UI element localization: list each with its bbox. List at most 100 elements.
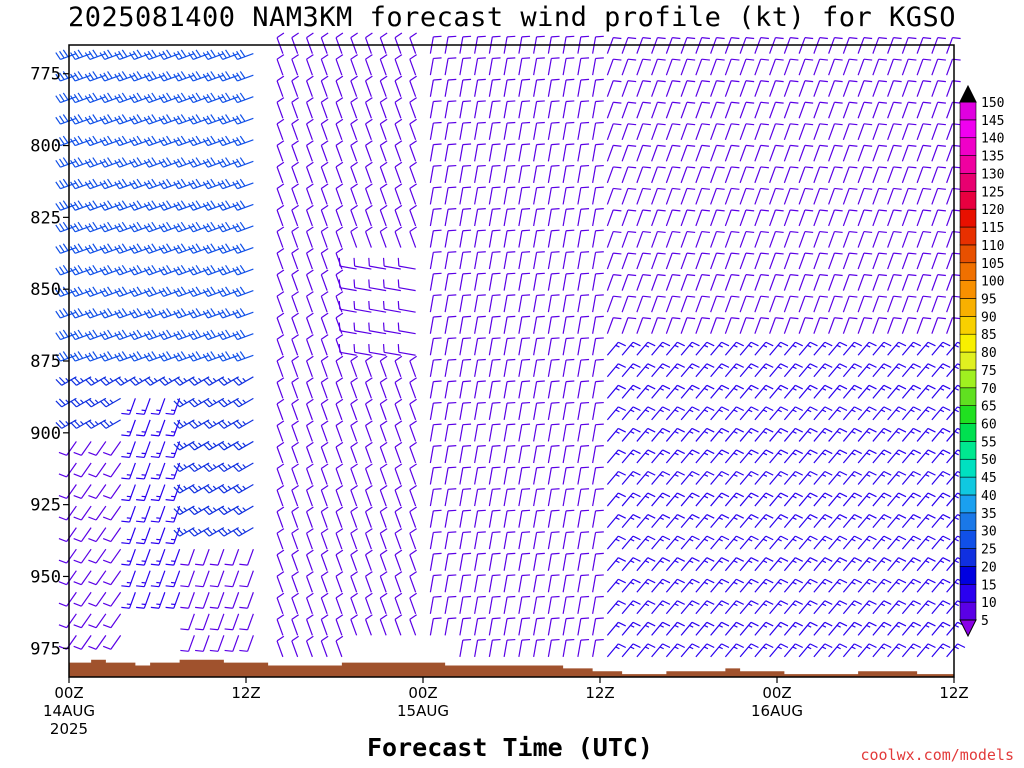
wind-barb <box>305 291 314 313</box>
wind-barb <box>158 157 180 168</box>
wind-barb <box>188 440 210 451</box>
wind-barb <box>592 251 604 270</box>
wind-barb <box>188 527 210 537</box>
wind-barb <box>798 317 814 334</box>
wind-barb <box>291 398 299 421</box>
wind-barb <box>739 144 755 162</box>
wind-barb <box>828 492 848 507</box>
wind-barb <box>621 492 641 507</box>
wind-barb <box>783 578 803 593</box>
wind-barb <box>547 272 560 291</box>
colorbar-segment <box>959 155 977 174</box>
wind-barb <box>382 300 401 313</box>
wind-barb <box>724 317 740 334</box>
wind-barb <box>409 484 417 507</box>
wind-barb <box>518 78 531 97</box>
wind-barb <box>828 187 843 205</box>
colorbar-label: 80 <box>981 346 997 361</box>
wind-barb <box>798 274 814 291</box>
wind-barb <box>857 274 873 291</box>
wind-barb <box>70 243 92 254</box>
wind-barb <box>136 548 151 566</box>
colorbar-segment <box>959 244 977 264</box>
wind-barb <box>320 75 329 97</box>
wind-barb <box>55 243 77 254</box>
colorbar-label: 5 <box>981 614 989 629</box>
wind-barb <box>379 204 388 227</box>
wind-barb <box>783 449 803 464</box>
wind-barb <box>636 317 651 334</box>
wind-barb <box>195 570 210 588</box>
wind-barb <box>188 397 210 408</box>
wind-barb <box>143 135 166 147</box>
wind-barb <box>202 92 225 104</box>
colorbar-label: 65 <box>981 400 997 415</box>
colorbar-label: 130 <box>981 167 1004 182</box>
wind-barb <box>209 548 225 566</box>
wind-barb <box>901 101 917 119</box>
wind-barb <box>305 506 314 528</box>
colorbar-segment <box>959 601 977 621</box>
y-tick-label: 900 <box>30 424 61 444</box>
wind-barb <box>305 549 314 571</box>
colorbar-label: 60 <box>981 418 997 433</box>
wind-barb <box>195 635 210 652</box>
wind-barb <box>592 315 604 334</box>
wind-barb <box>143 178 166 190</box>
wind-barb <box>518 186 531 205</box>
wind-barb <box>916 230 932 248</box>
wind-barb <box>606 209 622 227</box>
wind-barb <box>202 221 225 233</box>
wind-barb <box>562 208 575 227</box>
wind-barb <box>606 514 626 529</box>
wind-barb <box>217 49 239 60</box>
wind-barb <box>224 613 240 631</box>
wind-barb <box>429 251 442 270</box>
wind-barb <box>872 600 892 615</box>
wind-barb <box>320 398 329 421</box>
wind-barb <box>136 398 151 415</box>
wind-barb <box>798 123 814 141</box>
wind-barb <box>474 595 486 614</box>
wind-barb <box>143 49 166 60</box>
wind-barb <box>606 166 622 184</box>
wind-barb <box>382 322 401 335</box>
y-tick-label: 950 <box>30 567 61 587</box>
wind-barb <box>828 557 848 572</box>
wind-barb <box>276 484 285 507</box>
wind-barb <box>129 351 151 362</box>
wind-barb <box>188 462 210 473</box>
wind-barb <box>350 528 358 550</box>
wind-barb <box>143 329 166 341</box>
wind-barb <box>769 230 784 248</box>
wind-barb <box>651 557 671 572</box>
wind-barb <box>916 274 932 291</box>
wind-barb <box>73 484 92 500</box>
wind-barb <box>474 423 486 442</box>
wind-barb <box>409 549 417 571</box>
wind-barb <box>887 317 902 334</box>
wind-barb <box>592 100 604 119</box>
wind-barb <box>444 552 457 571</box>
wind-barb <box>651 406 671 421</box>
wind-barb <box>488 121 501 140</box>
wind-barb <box>488 272 501 291</box>
chart-title: 2025081400 NAM3KM forecast wind profile … <box>67 2 957 33</box>
wind-barb <box>459 595 472 614</box>
wind-barb <box>901 123 917 141</box>
wind-barb <box>503 445 516 464</box>
wind-barb <box>533 251 545 270</box>
wind-barb <box>636 492 656 507</box>
wind-barb <box>828 578 848 593</box>
wind-barb <box>518 57 531 76</box>
source-credit[interactable]: coolwx.com/models <box>860 746 1014 764</box>
wind-barb <box>931 295 946 313</box>
wind-barb <box>577 617 590 636</box>
wind-barb <box>188 135 210 147</box>
wind-barb <box>102 591 122 607</box>
wind-barb <box>73 527 92 543</box>
wind-barb <box>70 308 92 319</box>
wind-barb <box>276 269 285 291</box>
wind-barb <box>102 570 122 586</box>
wind-barb <box>409 528 417 550</box>
